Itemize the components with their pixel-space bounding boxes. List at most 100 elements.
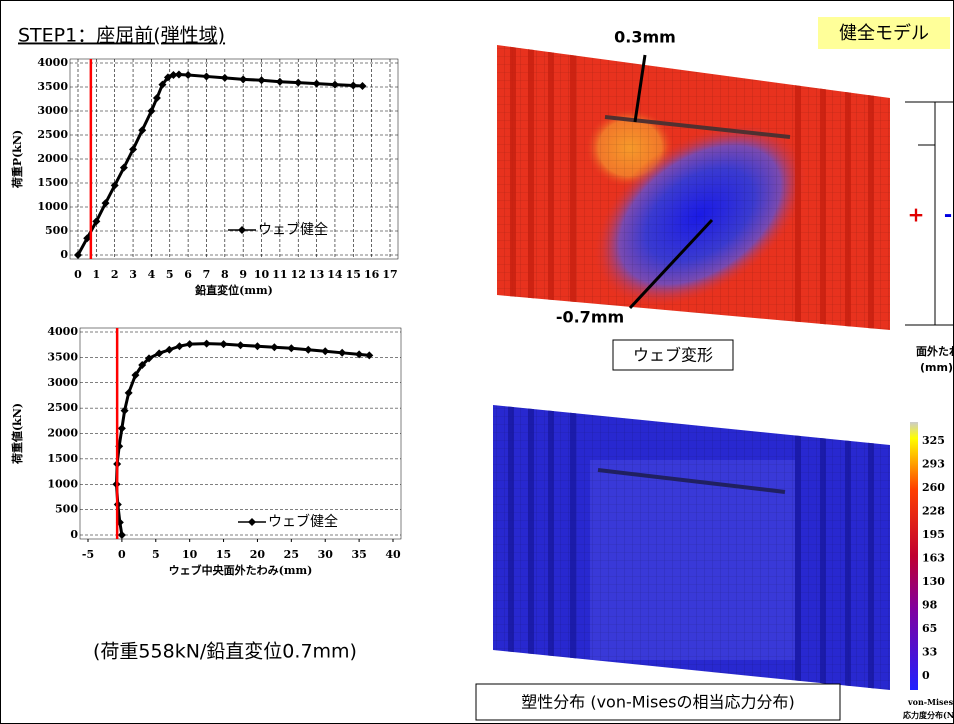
data-point [365, 351, 373, 359]
x-tick-label: 9 [239, 268, 247, 281]
data-point [313, 80, 321, 88]
caption: (荷重558kN/鉛直変位0.7mm) [93, 641, 357, 663]
x-tick-label: 5 [166, 268, 174, 281]
x-tick-label: -5 [82, 548, 94, 561]
data-point [176, 342, 184, 350]
plus: + [908, 203, 925, 227]
slide-canvas: STEP1：座屈前(弾性域) 健全モデル (荷重558kN/鉛直変位0.7mm)… [0, 0, 954, 724]
x-tick-label: 13 [309, 268, 324, 281]
data-point [358, 82, 366, 90]
deformation-caption: ウェブ変形 [633, 346, 713, 365]
x-tick-label: 4 [148, 268, 156, 281]
data-point [221, 74, 229, 82]
y-tick-label: 2500 [37, 128, 68, 141]
data-point [186, 340, 194, 348]
data-point [118, 531, 126, 539]
data-point [331, 81, 339, 89]
minus: - [944, 203, 952, 227]
label-top: 0.3mm [614, 28, 676, 47]
x-tick-label: 10 [182, 548, 198, 561]
x-tick-label: 25 [284, 548, 299, 561]
x-tick-label: 6 [184, 268, 192, 281]
x-tick-label: 2 [111, 268, 119, 281]
data-point [125, 389, 133, 397]
legend-marker [238, 226, 246, 234]
x-tick-label: 1 [93, 268, 101, 281]
y-axis-label: 荷重値(kN) [10, 403, 24, 465]
data-point [203, 340, 211, 348]
data-point [239, 75, 247, 83]
y-tick-label: 0 [60, 248, 68, 261]
y-tick-label: 1500 [47, 452, 78, 465]
colorbar-label: 0 [922, 669, 930, 682]
data-point [338, 349, 346, 357]
colorbar-title: von-Misesの相当 [907, 697, 954, 707]
y-tick-label: 3500 [37, 80, 68, 93]
x-axis-label: 鉛直変位(mm) [195, 283, 273, 297]
legend-marker [248, 518, 256, 526]
plot-area [70, 59, 398, 259]
y-tick-label: 1000 [37, 200, 68, 213]
data-point [118, 424, 126, 432]
x-tick-label: 40 [385, 548, 401, 561]
data-point [276, 78, 284, 86]
y-tick-label: 3000 [47, 376, 78, 389]
colorbar-label: 130 [922, 575, 945, 588]
data-point [270, 343, 278, 351]
x-tick-label: 12 [291, 268, 306, 281]
x-tick-label: 17 [382, 268, 397, 281]
x-tick-label: 20 [250, 548, 266, 561]
legend-title: 面外たわみ [916, 344, 954, 358]
y-tick-label: 4000 [47, 325, 78, 338]
data-point [294, 79, 302, 87]
x-axis-label: ウェブ中央面外たわみ(mm) [169, 563, 313, 577]
y-tick-label: 0 [70, 528, 78, 541]
legend-label: ウェブ健全 [268, 513, 338, 530]
data-point [175, 71, 183, 79]
x-tick-label: 14 [327, 268, 343, 281]
y-tick-label: 3000 [37, 104, 68, 117]
data-point [237, 341, 245, 349]
badge: 健全モデル [839, 23, 929, 44]
x-tick-label: 11 [272, 268, 287, 281]
x-tick-label: 35 [351, 548, 366, 561]
data-point [304, 346, 312, 354]
x-tick-label: 0 [118, 548, 126, 561]
x-tick-label: 0 [74, 268, 82, 281]
colorbar-label: 65 [922, 622, 937, 635]
data-point [220, 340, 228, 348]
x-tick-label: 10 [254, 268, 270, 281]
x-tick-label: 15 [216, 548, 231, 561]
x-tick-label: 16 [364, 268, 380, 281]
stress-caption: 塑性分布 (von-Misesの相当応力分布) [521, 693, 795, 712]
data-point [287, 344, 295, 352]
y-tick-label: 3500 [47, 350, 78, 363]
chart: 0500100015002000250030003500400001234567… [10, 56, 398, 297]
y-tick-label: 2000 [47, 427, 78, 440]
y-tick-label: 1500 [37, 176, 68, 189]
x-tick-label: 7 [203, 268, 211, 281]
data-point [165, 346, 173, 354]
x-tick-label: 30 [318, 548, 334, 561]
y-tick-label: 500 [55, 503, 78, 516]
y-axis-label: 荷重P(kN) [10, 130, 24, 189]
colorbar-label: 98 [922, 599, 938, 612]
colorbar-label: 325 [922, 434, 945, 447]
chart: 0 500 1000 1500 2000 2500 3000 3500 4000 -5 0 5 10 15… [10, 325, 401, 577]
x-tick-label: 3 [129, 268, 137, 281]
legend-label: ウェブ健全 [258, 221, 328, 238]
y-tick-label: 2500 [47, 401, 78, 414]
legend-unit: (mm) [920, 361, 953, 374]
x-tick-label: 8 [221, 268, 229, 281]
colorbar-label: 260 [922, 481, 945, 494]
x-tick-label: 5 [152, 548, 160, 561]
y-tick-label: 1000 [47, 477, 78, 490]
y-tick-label: 4000 [37, 56, 68, 69]
colorbar-label: 195 [922, 528, 945, 541]
data-point [321, 347, 329, 355]
data-point [184, 71, 192, 79]
slide-title: STEP1：座屈前(弾性域) [18, 25, 225, 47]
data-point [202, 72, 210, 80]
data-point [253, 342, 261, 350]
